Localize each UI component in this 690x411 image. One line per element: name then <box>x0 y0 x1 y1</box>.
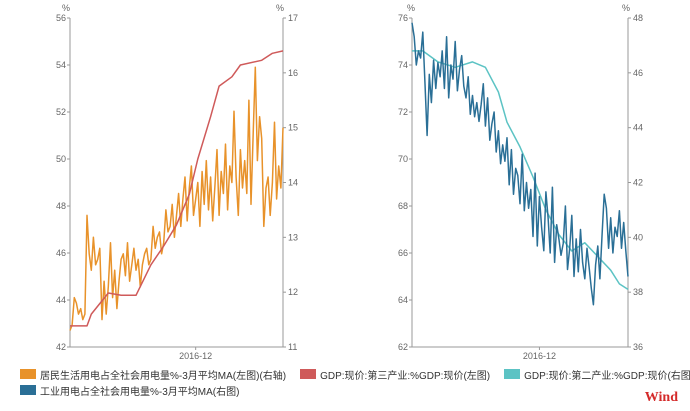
left-tick-label: 68 <box>398 201 408 211</box>
right-tick-label: 42 <box>633 178 643 188</box>
legend-row-2: 工业用电占全社会用电量%-3月平均MA(右图) <box>20 382 680 398</box>
left-chart-right-ticks: 11 12 13 14 15 16 17 <box>283 13 298 352</box>
left-tick-label: 64 <box>398 295 408 305</box>
right-chart-right-unit: % <box>622 3 630 13</box>
left-tick-label: 76 <box>398 13 408 23</box>
legend-swatch-orange <box>20 369 36 379</box>
legend-item-tertiary[interactable]: GDP:现价:第三产业:%GDP:现价(左图) <box>300 367 490 382</box>
left-tick-label: 74 <box>398 60 408 70</box>
right-chart-left-ticks: 62 64 66 68 70 72 74 76 <box>398 13 412 352</box>
left-tick-label: 70 <box>398 154 408 164</box>
legend-item-industrial[interactable]: 工业用电占全社会用电量%-3月平均MA(右图) <box>20 383 239 398</box>
left-tick-label: 50 <box>56 154 66 164</box>
left-tick-label: 54 <box>56 60 66 70</box>
right-chart-right-ticks: 36 38 40 42 44 46 48 <box>628 13 643 352</box>
left-chart-series <box>69 50 284 331</box>
left-tick-label: 44 <box>56 295 66 305</box>
right-tick-label: 15 <box>288 123 298 133</box>
brand-logo: Wind <box>644 390 678 405</box>
right-chart-x-tick-label: 2016-12 <box>523 351 556 361</box>
left-chart-right-unit: % <box>276 3 284 13</box>
legend-item-secondary[interactable]: GDP:现价:第二产业:%GDP:现价(右图)(右轴) <box>504 367 690 382</box>
right-tick-label: 11 <box>288 342 297 352</box>
left-chart: % % 42 44 46 48 50 52 54 56 11 12 13 14 15 16 17 2016… <box>56 3 298 361</box>
legend-swatch-red <box>300 369 317 379</box>
left-tick-label: 66 <box>398 248 408 258</box>
legend-item-residential[interactable]: 居民生活用电占全社会用电量%-3月平均MA(左图)(右轴) <box>20 367 286 382</box>
series-line-teal <box>412 50 629 291</box>
series-line-red <box>70 50 284 327</box>
left-tick-label: 48 <box>56 201 66 211</box>
right-tick-label: 14 <box>288 178 298 188</box>
left-tick-label: 72 <box>398 107 408 117</box>
legend-label-industrial: 工业用电占全社会用电量%-3月平均MA(右图) <box>40 386 240 398</box>
legend: 居民生活用电占全社会用电量%-3月平均MA(左图)(右轴) GDP:现价:第三产… <box>20 366 690 398</box>
right-tick-label: 40 <box>633 232 643 242</box>
left-chart-left-ticks: 42 44 46 48 50 52 54 56 <box>56 13 70 352</box>
left-tick-label: 42 <box>56 342 66 352</box>
left-chart-x-tick-label: 2016-12 <box>179 351 212 361</box>
right-tick-label: 16 <box>288 68 298 78</box>
legend-label-secondary: GDP:现价:第二产业:%GDP:现价(右图)(右轴) <box>524 370 690 382</box>
legend-label-residential: 居民生活用电占全社会用电量%-3月平均MA(左图)(右轴) <box>40 370 287 382</box>
right-chart-left-unit: % <box>407 3 415 13</box>
left-tick-label: 52 <box>56 107 66 117</box>
right-tick-label: 46 <box>633 68 643 78</box>
left-chart-left-unit: % <box>62 3 70 13</box>
right-tick-label: 17 <box>288 13 298 23</box>
left-tick-label: 62 <box>398 342 408 352</box>
right-tick-label: 44 <box>633 123 643 133</box>
legend-swatch-blue <box>20 385 36 395</box>
series-line-blue <box>411 22 629 306</box>
series-line-orange <box>69 66 284 331</box>
right-chart-series <box>411 22 629 306</box>
legend-swatch-teal <box>504 369 521 379</box>
right-tick-label: 38 <box>633 287 643 297</box>
right-tick-label: 36 <box>633 342 643 352</box>
legend-label-tertiary: GDP:现价:第三产业:%GDP:现价(左图) <box>320 370 491 382</box>
right-chart: % % 62 64 66 68 70 72 74 76 36 38 40 42 44 46 48 2016… <box>398 3 643 361</box>
right-tick-label: 13 <box>288 232 298 242</box>
right-tick-label: 48 <box>633 13 643 23</box>
right-tick-label: 12 <box>288 287 298 297</box>
legend-row-1: 居民生活用电占全社会用电量%-3月平均MA(左图)(右轴) GDP:现价:第三产… <box>20 366 690 382</box>
left-tick-label: 56 <box>56 13 66 23</box>
left-tick-label: 46 <box>56 248 66 258</box>
